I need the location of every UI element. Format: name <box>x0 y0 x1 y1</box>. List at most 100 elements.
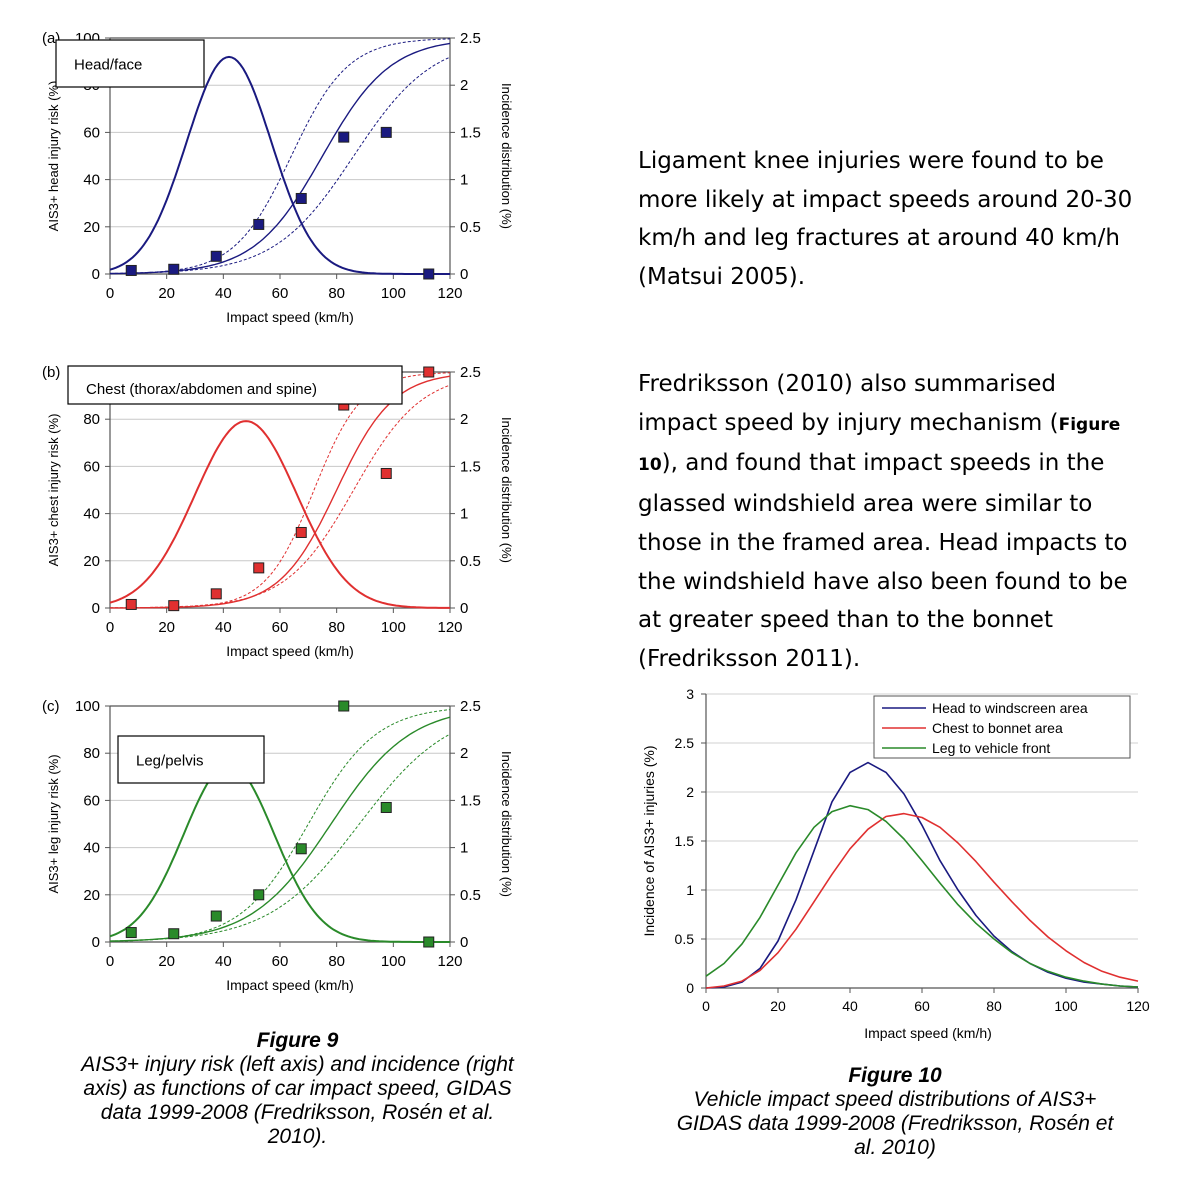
risk-confidence-upper <box>109 372 451 609</box>
data-marker <box>210 250 222 262</box>
series-line <box>705 761 1139 989</box>
y-tick-label: 2.5 <box>675 735 695 751</box>
y-right-tick-label: 1 <box>460 840 468 857</box>
x-tick-label: 20 <box>158 619 175 636</box>
y-right-tick-label: 1.5 <box>460 458 481 475</box>
data-marker <box>253 218 265 230</box>
y-tick-label: 0.5 <box>675 931 695 947</box>
y-right-tick-label: 1 <box>460 506 468 523</box>
x-tick-label: 60 <box>914 998 930 1014</box>
paragraph-line: more likely at impact speeds around 20-3… <box>638 186 1133 213</box>
data-marker <box>423 936 435 948</box>
panel-title-box <box>55 39 205 88</box>
figure9-caption: Figure 9 AIS3+ injury risk (left axis) a… <box>30 1029 565 1149</box>
paragraph-line: Fredriksson (2010) also summarised <box>638 371 1057 397</box>
risk-curve <box>110 375 451 609</box>
caption-line: data 1999-2008 (Fredriksson, Rosén et al… <box>100 1101 495 1124</box>
x-tick-label: 100 <box>381 619 406 636</box>
data-marker <box>338 700 350 712</box>
y-tick-label: 0 <box>92 266 100 283</box>
y-tick-label: 1 <box>686 882 694 898</box>
y-axis-right-label: Incidence distribution (%) <box>499 751 514 897</box>
x-axis-label: Impact speed (km/h) <box>864 1025 992 1041</box>
panel-title: Head/face <box>74 57 142 74</box>
y-axis-label: AIS3+ leg injury risk (%) <box>46 754 61 893</box>
x-tick-label: 20 <box>158 953 175 970</box>
y-right-tick-label: 1 <box>460 172 468 189</box>
data-marker <box>380 126 392 138</box>
data-marker <box>295 843 307 855</box>
y-right-tick-label: 2.5 <box>460 30 481 47</box>
data-marker <box>125 927 137 939</box>
risk-confidence-lower <box>110 384 451 609</box>
y-axis-right-label: Incidence distribution (%) <box>499 83 514 229</box>
x-tick-label: 100 <box>1054 998 1078 1014</box>
paragraph-ligament-injuries: Ligament knee injuries were found to be … <box>638 142 1168 297</box>
legend-label: Chest to bonnet area <box>932 720 1063 736</box>
caption-line: al. 2010) <box>854 1136 936 1159</box>
data-marker <box>210 588 222 600</box>
x-tick-label: 0 <box>106 953 114 970</box>
x-tick-label: 80 <box>328 285 345 302</box>
paragraph-line: Ligament knee injuries were found to be <box>638 148 1104 174</box>
y-tick-label: 40 <box>83 840 100 857</box>
data-marker <box>295 192 307 204</box>
y-right-tick-label: 1.5 <box>460 124 481 141</box>
paragraph-text: impact speed by injury mechanism ( <box>638 409 1059 436</box>
y-tick-label: 20 <box>83 887 100 904</box>
x-tick-label: 0 <box>106 619 114 636</box>
caption-line: Vehicle impact speed distributions of AI… <box>693 1088 1097 1111</box>
x-tick-label: 40 <box>215 285 232 302</box>
y-tick-label: 80 <box>83 745 100 762</box>
y-right-tick-label: 0 <box>460 600 468 617</box>
data-marker <box>168 600 180 612</box>
data-marker <box>253 562 265 574</box>
data-marker <box>380 467 392 479</box>
risk-confidence-lower <box>110 56 451 274</box>
paragraph-line: km/h and leg fractures at around 40 km/h <box>638 225 1120 252</box>
caption-line: 2010). <box>267 1125 328 1148</box>
caption-line: GIDAS data 1999-2008 (Fredriksson, Rosén… <box>676 1112 1114 1135</box>
x-tick-label: 120 <box>437 285 462 302</box>
data-marker <box>380 801 392 813</box>
risk-confidence-lower <box>110 733 451 942</box>
x-axis-label: Impact speed (km/h) <box>226 643 354 659</box>
data-marker <box>168 263 180 275</box>
x-tick-label: 40 <box>215 619 232 636</box>
x-tick-label: 60 <box>272 285 289 302</box>
y-tick-label: 0 <box>92 600 100 617</box>
data-marker <box>168 928 180 940</box>
y-tick-label: 60 <box>83 124 100 141</box>
y-right-tick-label: 1.5 <box>460 792 481 809</box>
y-right-tick-label: 0 <box>460 266 468 283</box>
panel-label: (b) <box>42 364 60 381</box>
paragraph-line: at greater speed than to the bonnet <box>638 607 1053 634</box>
x-axis-label: Impact speed (km/h) <box>226 309 354 325</box>
x-tick-label: 80 <box>986 998 1002 1014</box>
x-tick-label: 120 <box>437 953 462 970</box>
y-tick-label: 0 <box>92 934 100 951</box>
paragraph-line: 10), and found that impact speeds in the <box>638 444 1168 485</box>
figure10-caption: Figure 10 Vehicle impact speed distribut… <box>630 1064 1160 1160</box>
series-line <box>705 812 1139 989</box>
paragraph-line: (Fredriksson 2011). <box>638 645 861 672</box>
y-tick-label: 2 <box>686 784 694 800</box>
x-tick-label: 40 <box>215 953 232 970</box>
y-right-tick-label: 0 <box>460 934 468 951</box>
data-marker <box>338 131 350 143</box>
y-right-tick-label: 0.5 <box>460 887 481 904</box>
legend-label: Leg to vehicle front <box>932 740 1050 756</box>
data-marker <box>210 910 222 922</box>
panel-title: Leg/pelvis <box>136 753 204 770</box>
y-tick-label: 20 <box>83 553 100 570</box>
y-axis-right-label: Incidence distribution (%) <box>499 417 514 563</box>
y-right-tick-label: 0.5 <box>460 553 481 570</box>
figure9-panel-a: 02040608010012002040608010000.511.522.5I… <box>42 30 514 325</box>
y-tick-label: 80 <box>83 411 100 428</box>
data-marker <box>125 264 137 276</box>
figure9-panel-c: 0 20 40 60 80 100 120 0 20 40 60 80 100 0 0.5 1 1.5 2 2.5 I… <box>42 698 514 993</box>
x-tick-label: 60 <box>272 619 289 636</box>
paragraph-line: those in the framed area. Head impacts t… <box>638 529 1128 556</box>
x-tick-label: 100 <box>381 953 406 970</box>
data-marker <box>423 268 435 280</box>
